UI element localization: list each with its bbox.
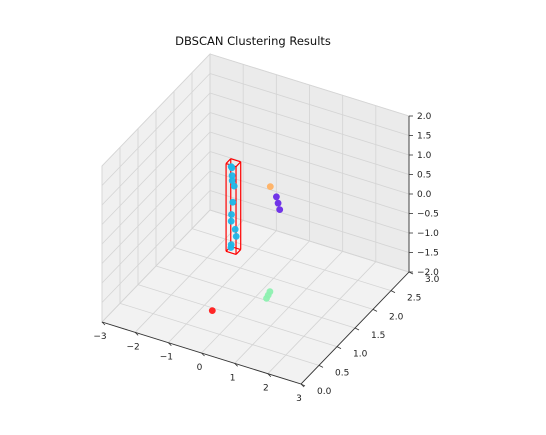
tick-mark <box>101 321 106 326</box>
tick-mark <box>318 364 324 368</box>
tick-labels: −3−2−101230.00.51.01.52.02.53.0−2.0−1.5−… <box>93 112 439 404</box>
data-point <box>274 199 282 207</box>
tick-mark <box>336 346 342 350</box>
x-tick-label: −1 <box>160 353 173 363</box>
highlight-box-edge <box>225 158 232 164</box>
grid-line-y <box>191 228 392 292</box>
y-tick-label: 2.0 <box>389 312 404 322</box>
z-tick-label: 1.0 <box>417 151 432 161</box>
grid-line-z <box>101 170 211 284</box>
chart-title: DBSCAN Clustering Results <box>175 34 331 48</box>
grid-line-y <box>173 246 374 310</box>
y-tick-label: 3.0 <box>425 275 440 285</box>
grid-line-y <box>137 284 338 348</box>
y-tick-label: 0.0 <box>317 387 332 397</box>
grid-line-z <box>101 112 211 225</box>
data-point <box>266 183 274 191</box>
tick-mark <box>354 327 360 331</box>
x-tick-label: 2 <box>263 384 269 394</box>
data-point <box>230 182 238 190</box>
grid-line-z <box>101 92 211 206</box>
grid-line-z <box>209 73 410 136</box>
tick-mark <box>234 363 238 367</box>
grid-line-z <box>101 131 211 245</box>
x-tick-label: 1 <box>230 373 236 383</box>
grid-line-z <box>101 53 211 167</box>
y-tick-label: 1.0 <box>353 350 368 360</box>
data-point <box>228 164 236 172</box>
tick-mark <box>390 290 396 294</box>
grid-line-z <box>209 151 410 214</box>
tick-mark <box>168 342 172 346</box>
z-tick-label: 0.0 <box>417 190 432 200</box>
grid-line-z <box>209 53 410 117</box>
y-tick-label: 2.5 <box>407 294 421 304</box>
x-tick-label: 3 <box>296 394 302 404</box>
highlight-box-edge <box>235 161 242 168</box>
data-point <box>208 307 216 314</box>
highlight-box-edge <box>225 250 237 255</box>
tick-mark <box>300 383 306 387</box>
grid-line-z <box>209 112 410 175</box>
data-point <box>228 177 236 185</box>
data-point <box>266 288 274 296</box>
data-point <box>227 244 235 251</box>
data-point <box>273 193 280 201</box>
grid-line-z <box>101 73 211 186</box>
data-point <box>232 233 240 240</box>
tick-mark <box>134 332 139 336</box>
data-point <box>228 211 235 218</box>
grid-line-z <box>101 190 211 303</box>
z-tick-label: 1.5 <box>417 132 431 142</box>
z-tick-label: −1.5 <box>417 249 439 259</box>
y-tick-label: 1.5 <box>371 331 385 341</box>
x-tick-label: −2 <box>127 342 140 352</box>
grid-line-z <box>101 209 211 323</box>
grid-line-z <box>209 131 410 195</box>
grid-line-z <box>209 170 410 234</box>
grid-line-y <box>155 265 356 329</box>
z-tick-label: 0.5 <box>417 171 431 181</box>
data-point <box>276 206 284 214</box>
grid-line-y <box>119 302 320 366</box>
z-tick-label: −2.0 <box>417 268 439 278</box>
tick-mark <box>201 352 205 357</box>
grid-line-z <box>209 209 410 273</box>
x-tick-label: 0 <box>197 363 203 373</box>
grid-line-z <box>209 190 410 253</box>
data-point <box>231 225 239 233</box>
tick-mark <box>267 373 272 377</box>
scatter-points <box>208 163 284 314</box>
z-tick-label: 2.0 <box>417 112 432 122</box>
tick-mark <box>372 308 378 312</box>
grid-line-z <box>209 92 410 156</box>
z-tick-label: −1.0 <box>417 229 439 239</box>
x-tick-label: −3 <box>93 332 106 342</box>
data-point <box>228 172 236 180</box>
grid-line-z <box>101 151 211 264</box>
highlight-box-edge <box>230 158 241 163</box>
highlight-box-edge <box>235 249 242 255</box>
y-tick-label: 0.5 <box>335 368 349 378</box>
data-point <box>229 198 237 206</box>
z-tick-label: −0.5 <box>417 210 439 220</box>
data-point <box>227 217 235 225</box>
